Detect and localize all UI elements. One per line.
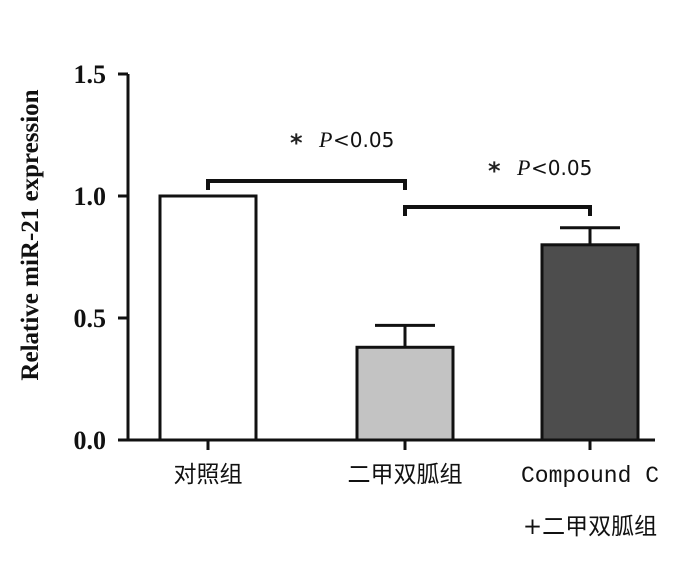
y-tick-label: 1.0 — [74, 182, 107, 211]
error-bars — [375, 226, 620, 348]
y-tick-label: 0.5 — [74, 304, 107, 333]
axis-labels: 0.0 0.5 1.0 1.5 Relative miR-21 expression 对照… — [17, 60, 659, 540]
bar — [355, 345, 455, 442]
x-category-label: 二甲双胍组 — [348, 462, 463, 488]
y-tick-label: 1.5 — [74, 60, 107, 89]
significance-star: * — [488, 157, 501, 185]
x-category-label: Compound C — [521, 463, 659, 489]
y-tick-label: 0.0 — [74, 426, 107, 455]
x-category-label: 对照组 — [174, 462, 243, 488]
bars — [158, 194, 640, 442]
significance-bracket — [403, 205, 592, 216]
x-category-label: +二甲双胍组 — [523, 514, 657, 540]
significance-p-value: <0.05 — [333, 128, 394, 152]
significance-p-letter: P — [516, 155, 530, 180]
y-axis-label: Relative miR-21 expression — [17, 89, 44, 380]
significance-star: * — [290, 129, 303, 157]
significance-annotations: * P <0.05* P <0.05 — [206, 127, 592, 216]
significance-p-letter: P — [318, 127, 332, 152]
bar — [158, 194, 258, 442]
significance-bracket — [206, 179, 407, 190]
bar — [540, 243, 640, 442]
significance-p-value: <0.05 — [531, 156, 592, 180]
